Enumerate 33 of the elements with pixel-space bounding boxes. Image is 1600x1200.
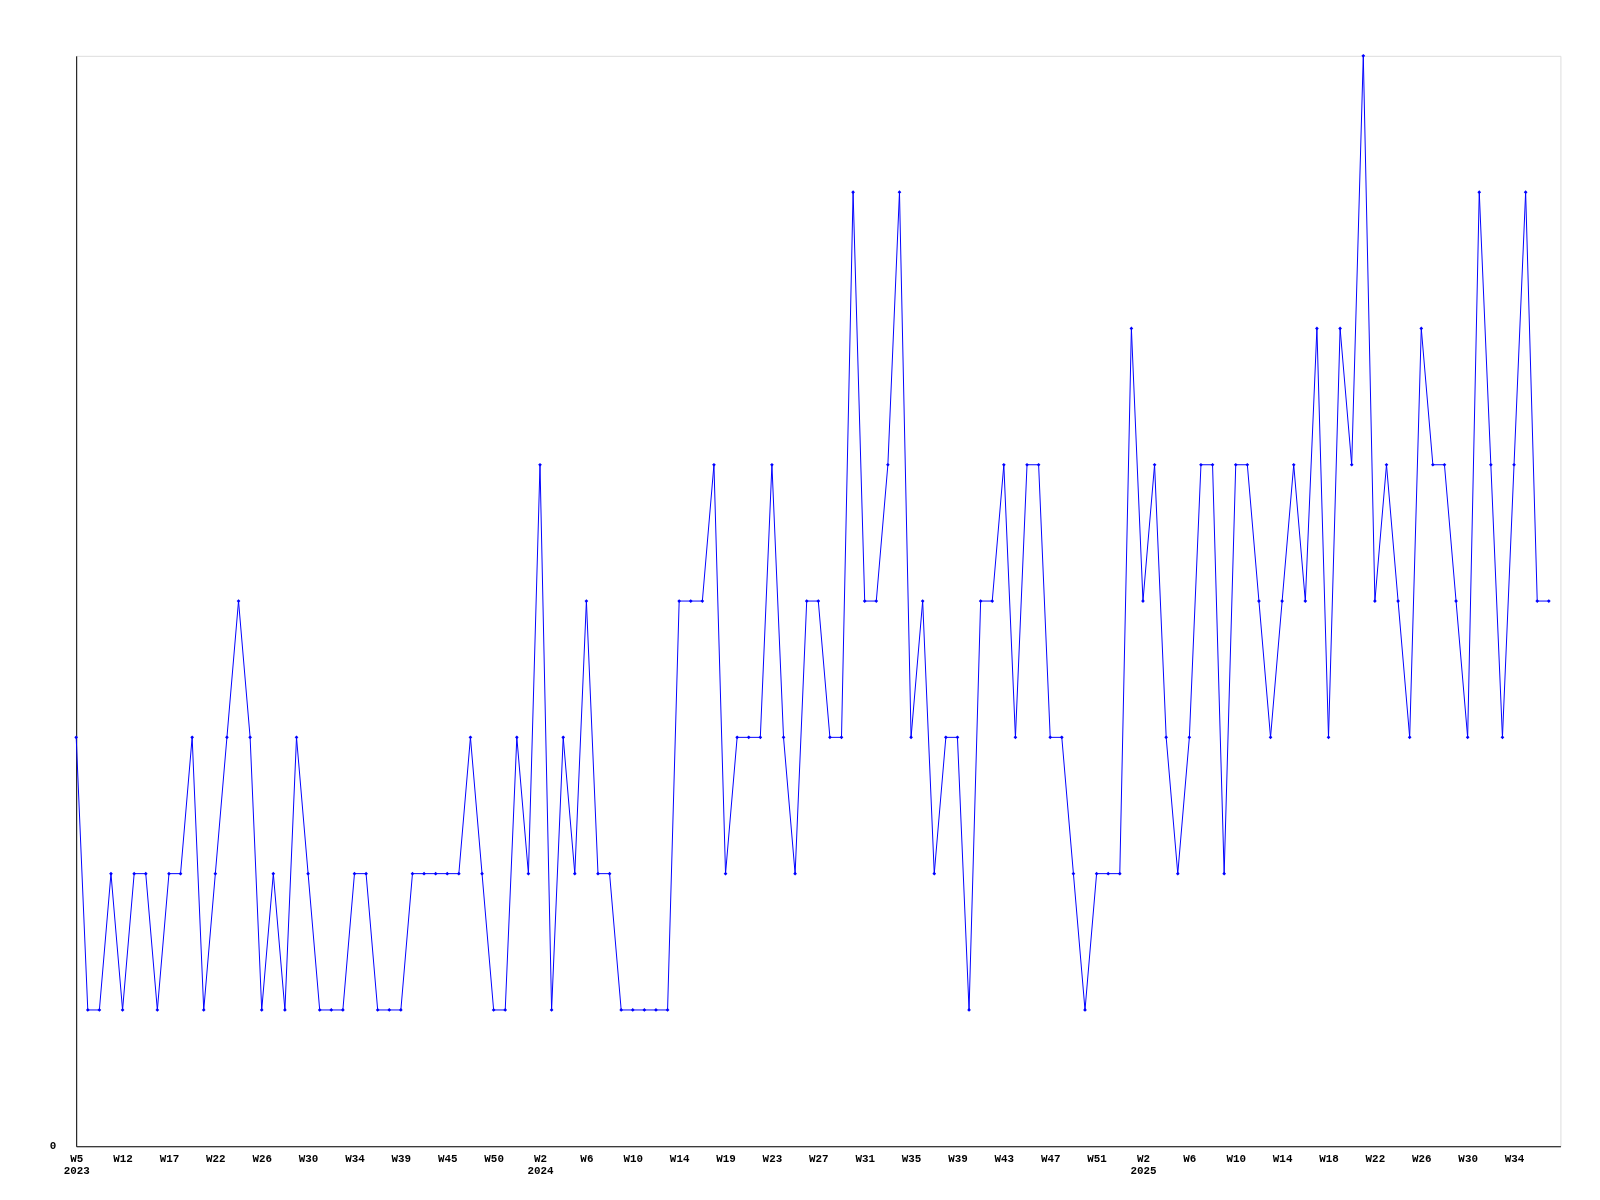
x-tick-label: W45	[437, 1152, 458, 1165]
x-tick-label: W2 2024	[527, 1152, 555, 1178]
x-tick-label: W51	[1087, 1152, 1108, 1165]
x-tick-label: W14	[1272, 1152, 1293, 1165]
x-tick-label: W27	[809, 1152, 829, 1165]
x-tick-label: W34	[1504, 1152, 1525, 1165]
x-tick-label: W39	[948, 1152, 968, 1165]
x-tick-label: W50	[484, 1152, 504, 1165]
x-tick-label: W19	[716, 1152, 736, 1165]
x-tick-label: W12	[113, 1152, 133, 1165]
x-tick-label: W5 2023	[63, 1152, 90, 1178]
x-tick-label: W10	[623, 1152, 644, 1165]
x-tick-label: W43	[994, 1152, 1015, 1165]
x-tick-label: W6	[1183, 1152, 1197, 1165]
x-tick-label: W22	[1365, 1152, 1386, 1165]
x-tick-label: W6	[580, 1152, 594, 1165]
x-tick-label: W39	[391, 1152, 412, 1165]
x-tick-label: W14	[669, 1152, 690, 1165]
x-tick-label: W30	[1458, 1152, 1478, 1165]
x-tick-label: W18	[1319, 1152, 1339, 1165]
x-tick-label: W10	[1226, 1152, 1247, 1165]
x-tick-label: W22	[206, 1152, 226, 1165]
text: 0	[49, 1140, 57, 1153]
x-tick-label: W2 2025	[1130, 1152, 1157, 1178]
x-tick-label: W35	[901, 1152, 922, 1165]
x-tick-label: W30	[298, 1152, 319, 1165]
x-tick-label: W26	[1411, 1152, 1432, 1165]
x-tick-label: W31	[855, 1152, 876, 1165]
x-tick-label: W23	[762, 1152, 783, 1165]
x-tick-label: W17	[159, 1152, 180, 1165]
x-tick-label: W34	[345, 1152, 366, 1165]
x-tick-label: W47	[1040, 1152, 1061, 1165]
x-tick-label: W26	[252, 1152, 273, 1165]
